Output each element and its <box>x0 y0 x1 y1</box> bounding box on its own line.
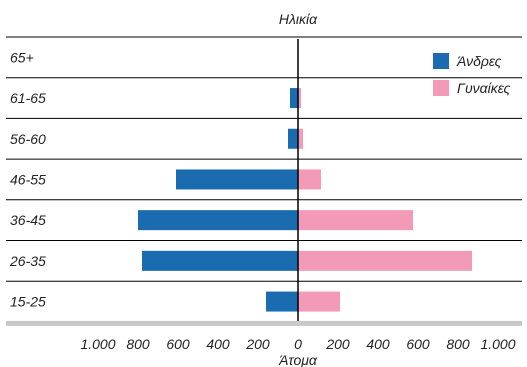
x-tick-label: 200 <box>245 336 270 352</box>
bar-women <box>298 169 321 190</box>
bar-women <box>298 210 413 231</box>
x-tick-label: 600 <box>166 336 190 352</box>
age-group-labels: 65+ 61-65 56-60 46-55 36-45 26-35 15-25 <box>9 49 46 309</box>
legend: Άνδρες Γυναίκες <box>433 53 511 96</box>
chart-title: Ηλικία <box>279 11 318 27</box>
age-group-label: 46-55 <box>10 171 46 187</box>
legend-label: Γυναίκες <box>457 80 511 96</box>
bar-women <box>298 291 340 312</box>
bar-women <box>298 128 303 149</box>
x-tick-label: 400 <box>366 336 390 352</box>
x-tick-label: 600 <box>406 336 430 352</box>
age-group-label: 61-65 <box>10 90 46 106</box>
x-axis-band <box>6 320 522 326</box>
legend-swatch <box>433 80 449 96</box>
age-group-label: 26-35 <box>9 253 46 269</box>
age-group-label: 56-60 <box>10 131 46 147</box>
bars <box>138 88 472 312</box>
x-tick-label: 400 <box>206 336 230 352</box>
x-tick-label: 800 <box>446 336 470 352</box>
x-tick-label: 200 <box>325 336 350 352</box>
age-group-label: 65+ <box>10 49 34 65</box>
bar-women <box>298 250 472 271</box>
x-tick-label: 1.000 <box>480 336 515 352</box>
x-tick-labels: 1.000 800 600 400 200 0 200 400 600 800 1.000 <box>80 336 515 352</box>
bar-women <box>298 88 301 109</box>
x-tick-label: 800 <box>126 336 150 352</box>
age-group-label: 15-25 <box>10 294 46 310</box>
legend-label: Άνδρες <box>456 53 502 69</box>
bar-men <box>266 291 298 312</box>
bar-men <box>138 210 298 231</box>
bar-men <box>142 250 298 271</box>
bar-men <box>176 169 298 190</box>
age-group-label: 36-45 <box>10 212 46 228</box>
x-tick-label: 1.000 <box>80 336 115 352</box>
legend-swatch <box>433 53 449 69</box>
bar-men <box>288 128 298 149</box>
row-grid <box>6 36 522 282</box>
x-axis-label: Άτομα <box>278 352 318 367</box>
bar-men <box>290 88 298 109</box>
x-tick-label: 0 <box>294 336 302 352</box>
